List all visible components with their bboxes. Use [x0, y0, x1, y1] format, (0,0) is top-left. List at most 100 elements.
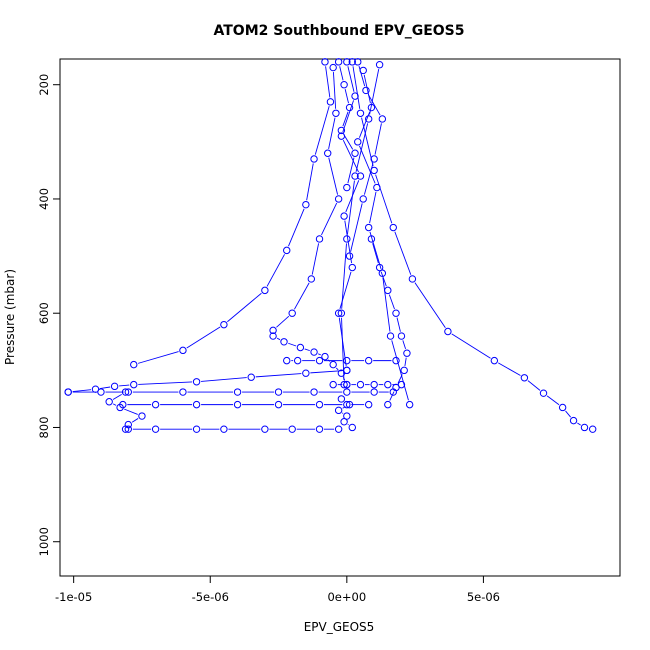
data-point	[151, 400, 160, 409]
series-segment	[369, 231, 382, 270]
series-segment	[389, 391, 395, 401]
data-point	[351, 92, 359, 100]
series-segment	[402, 340, 406, 350]
data-point	[343, 183, 351, 192]
series-segment	[306, 163, 314, 201]
series-segment	[138, 381, 193, 385]
data-point	[343, 58, 351, 66]
series-segment	[342, 406, 346, 409]
series-segment	[565, 410, 572, 418]
series-segment	[342, 412, 344, 414]
series-segment	[72, 389, 92, 393]
data-point	[138, 412, 146, 420]
series-segment	[391, 340, 409, 401]
data-point	[392, 383, 400, 392]
series-segment	[359, 145, 376, 184]
series-segment	[397, 374, 403, 384]
series-15	[269, 332, 351, 389]
data-point	[392, 309, 400, 317]
data-point	[490, 356, 499, 365]
data-point	[588, 425, 597, 433]
data-point	[375, 263, 384, 272]
data-point	[64, 388, 72, 396]
data-point	[310, 155, 318, 163]
data-point	[179, 388, 187, 396]
data-point	[375, 61, 384, 69]
data-point	[370, 380, 378, 389]
data-point	[362, 86, 370, 95]
data-point	[233, 400, 242, 409]
data-point	[288, 425, 296, 433]
series-segment	[367, 94, 381, 116]
series-segment	[276, 315, 290, 328]
series-segment	[498, 362, 521, 376]
data-point	[310, 388, 318, 396]
data-point	[384, 400, 392, 409]
series-segment	[344, 88, 349, 104]
data-point	[324, 149, 332, 157]
series-segment	[347, 423, 349, 426]
y-tick-label: 200	[37, 74, 51, 96]
data-point	[356, 109, 365, 117]
series-segment	[318, 353, 321, 356]
y-tick-label: 1000	[37, 527, 51, 556]
data-point	[315, 356, 324, 365]
data-point	[321, 352, 329, 361]
series-segment	[311, 243, 320, 275]
series-segment	[339, 66, 344, 81]
series-2	[269, 63, 343, 335]
series-segment	[325, 66, 331, 98]
series-segment	[382, 277, 391, 332]
series-11	[105, 388, 146, 433]
data-point	[283, 246, 291, 255]
series-segment	[404, 357, 407, 366]
data-point	[400, 366, 408, 375]
data-point	[343, 356, 351, 365]
series-segment	[342, 111, 349, 127]
series-segment	[328, 157, 339, 195]
data-point	[405, 400, 414, 409]
series-segment	[276, 337, 281, 341]
series-segment	[342, 139, 359, 173]
data-point	[124, 388, 132, 396]
data-point	[364, 400, 373, 409]
series-16	[334, 395, 356, 432]
series-segment	[332, 72, 337, 109]
series-segment	[341, 243, 347, 309]
series-segment	[327, 359, 331, 362]
data-point	[348, 423, 356, 432]
series-4	[130, 58, 335, 369]
data-point	[274, 400, 283, 409]
y-axis-label: Pressure (mbar)	[3, 269, 17, 365]
series-segment	[186, 326, 221, 349]
series-segment	[451, 333, 491, 359]
series-segment	[577, 422, 581, 426]
series-segment	[347, 66, 355, 92]
data-point	[334, 425, 343, 433]
series-segment	[335, 367, 339, 371]
series-segment	[350, 203, 363, 252]
data-point	[343, 400, 351, 409]
data-point	[247, 373, 255, 381]
data-point	[302, 369, 310, 377]
data-point	[233, 388, 242, 396]
data-point	[179, 346, 187, 355]
series-segment	[344, 401, 347, 403]
data-point	[370, 155, 378, 163]
data-point	[343, 235, 351, 243]
data-point	[343, 412, 351, 420]
series-segment	[201, 377, 247, 382]
series-segment	[124, 408, 138, 415]
series-segment	[527, 380, 541, 391]
data-point	[345, 103, 354, 112]
data-point	[389, 223, 397, 232]
series-10	[124, 425, 343, 433]
data-point	[315, 235, 324, 243]
series-segment	[314, 106, 330, 155]
data-point	[384, 286, 392, 295]
data-point	[293, 356, 302, 365]
series-segment	[339, 271, 352, 310]
chart-title: ATOM2 Southbound EPV_GEOS5	[214, 23, 465, 39]
series-8	[64, 388, 397, 396]
